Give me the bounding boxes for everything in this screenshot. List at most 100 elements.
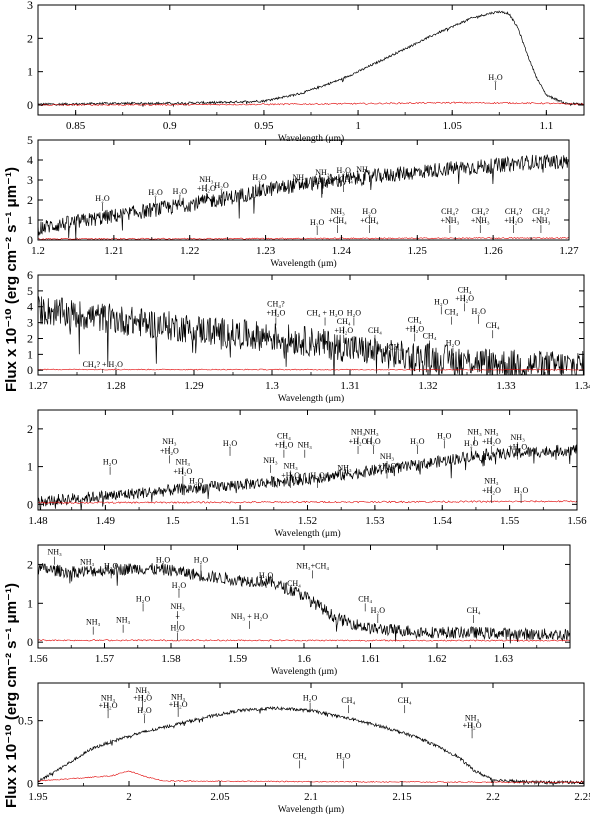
feature-label: H₂O — [172, 581, 187, 590]
feature-label: H₂O — [310, 471, 325, 480]
feature-label: NH₃ — [170, 602, 185, 611]
panel-3: 1.271.281.291.31.311.321.331.340123456Wa… — [27, 268, 590, 404]
x-tick-label: 1.62 — [427, 653, 446, 665]
feature-label: NH₃ — [315, 168, 330, 177]
feature-label: NH₃ — [380, 452, 395, 461]
feature-label: H₂O — [347, 308, 362, 317]
y-axis-label-top: Flux x 10⁻¹⁰ (erg cm⁻² s⁻¹ μm⁻¹) — [3, 167, 20, 392]
feature-label: NH₃ — [465, 714, 480, 723]
feature-label: +H₂O — [281, 471, 300, 480]
y-tick-label: 0 — [27, 233, 33, 247]
y-tick-label: 0 — [27, 497, 33, 511]
x-tick-label: 1.52 — [298, 515, 317, 527]
x-tick-label: 1.33 — [496, 380, 516, 392]
feature-label: H₂O — [310, 218, 325, 227]
feature-label: +NH₃ — [532, 216, 551, 225]
feature-label: +H₂O — [504, 216, 523, 225]
feature-label: CH₄? — [505, 207, 523, 216]
y-tick-label: 2 — [27, 422, 33, 436]
x-tick-label: 1.1 — [539, 120, 553, 132]
x-tick-label: 1.31 — [340, 380, 359, 392]
x-axis-label: Wavelength (μm) — [278, 133, 344, 144]
y-tick-label: 0 — [27, 363, 33, 377]
y-tick-label: 1 — [27, 213, 33, 227]
series-line-spectrum — [38, 562, 570, 644]
x-tick-label: 1.49 — [96, 515, 116, 527]
feature-label: H₂O — [194, 555, 209, 564]
feature-label: +H₂O — [349, 437, 368, 446]
feature-label: H₂O — [156, 555, 171, 564]
x-tick-label: 1.21 — [104, 245, 123, 257]
x-tick-label: 1.59 — [228, 653, 248, 665]
x-tick-label: 1.95 — [28, 791, 48, 803]
x-tick-label: 2.1 — [304, 791, 318, 803]
y-tick-label: 1 — [27, 596, 33, 610]
feature-label: H₂O — [371, 606, 386, 615]
y-tick-label: 1 — [27, 460, 33, 474]
feature-label: NH₃ — [176, 458, 191, 467]
feature-label: CH₄ — [486, 321, 500, 330]
feature-label: CH₄ — [444, 308, 458, 317]
panel-frame — [37, 139, 570, 241]
feature-label: NH₃ — [337, 463, 352, 472]
y-axis-label-bottom: Flux x 10⁻¹⁰ (erg cm⁻² s⁻¹ μm⁻¹) — [3, 583, 20, 808]
x-axis-label: Wavelength (μm) — [278, 804, 344, 815]
feature-label: H₂O — [337, 166, 352, 175]
x-axis-label: Wavelength (μm) — [278, 393, 344, 404]
series-line-noise — [38, 368, 584, 371]
panel-2: 1.2 1.21 1.22 1.23 1.24 1.25 1.26 1.27 0 1 2 3 4 5 Wav… — [27, 133, 579, 269]
series-line-noise — [38, 500, 577, 504]
feature-label: +NH₃ — [440, 216, 459, 225]
feature-label: CH₄? — [532, 207, 550, 216]
feature-label: NH₃ — [116, 616, 131, 625]
x-tick-label: 1 — [355, 120, 361, 132]
x-tick-label: 1.51 — [231, 515, 250, 527]
x-tick-label: 2.05 — [210, 791, 230, 803]
feature-label: H₂O — [434, 297, 449, 306]
feature-label: H₂O — [214, 181, 229, 190]
x-tick-label: 1.61 — [361, 653, 380, 665]
feature-label: NH₃ — [263, 456, 278, 465]
series-line-spectrum — [38, 296, 584, 375]
feature-label: CH₄? — [441, 207, 459, 216]
feature-label: CH₄ — [398, 696, 412, 705]
x-axis-label: Wavelength (μm) — [271, 666, 337, 677]
feature-label: +H₂O — [463, 721, 482, 730]
feature-label: H₂O — [362, 207, 377, 216]
y-tick-label: 0.5 — [18, 714, 33, 728]
series-group — [38, 10, 584, 108]
series-line-spectrum — [38, 705, 584, 786]
series-group — [38, 296, 584, 375]
series-line-noise — [38, 639, 570, 642]
feature-label: NH₃ — [101, 694, 116, 703]
y-tick-label: 1 — [27, 347, 33, 361]
feature-label: +CH₄ — [360, 216, 379, 225]
feature-label: +H₂O — [133, 694, 152, 703]
feature-label: H₂O — [136, 594, 151, 603]
x-axis-label: Wavelength (μm) — [270, 258, 336, 269]
feature-label: + — [175, 612, 180, 621]
x-tick-label: 1.63 — [494, 653, 514, 665]
feature-label: +H₂O — [274, 441, 293, 450]
series-group — [38, 562, 570, 644]
feature-label: CH₄ — [293, 751, 307, 760]
feature-label: NH₃+CH₄ — [296, 561, 329, 570]
x-tick-label: 1.56 — [28, 653, 48, 665]
feature-label: CH₄ — [337, 317, 351, 326]
feature-label: CH₄ — [287, 579, 301, 588]
series-line-spectrum — [38, 154, 569, 239]
feature-label: CH₄ — [408, 316, 422, 325]
x-tick-label: 1.25 — [408, 245, 428, 257]
feature-label: +H₂O — [160, 446, 179, 455]
feature-label: NH₃ — [351, 428, 366, 437]
feature-label: H₂O — [488, 73, 503, 82]
x-tick-label: 1.29 — [184, 380, 204, 392]
feature-label: +H₂O — [99, 701, 118, 710]
series-group — [38, 444, 577, 510]
x-tick-label: 1.3 — [265, 380, 279, 392]
x-tick-label: 1.55 — [500, 515, 520, 527]
feature-label: H₂O — [148, 188, 163, 197]
y-tick-label: 3 — [27, 316, 33, 330]
feature-label: NH₃ + H₂O — [231, 612, 268, 621]
